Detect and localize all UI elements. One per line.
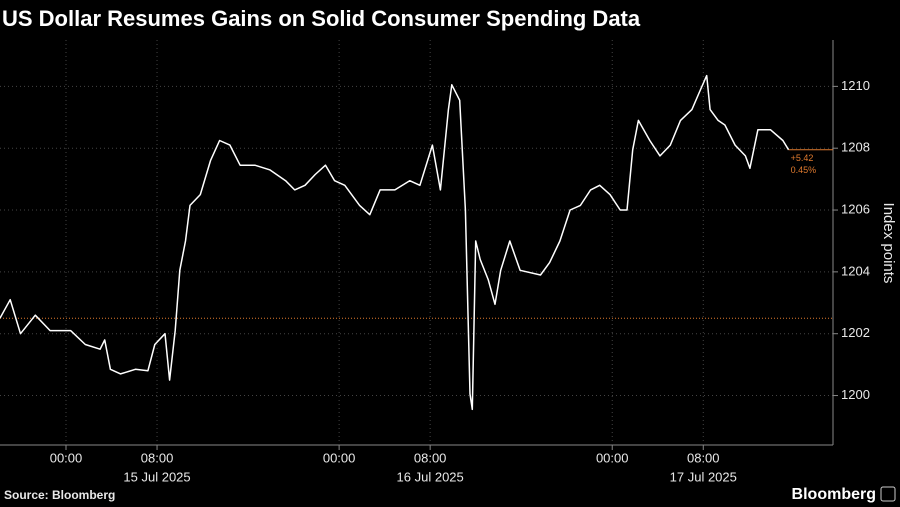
x-tick-label: 08:00 [141, 450, 174, 465]
x-tick-label: 08:00 [414, 450, 447, 465]
y-tick-label: 1206 [841, 201, 870, 216]
brand: Bloomberg [792, 486, 876, 503]
x-tick-label: 08:00 [687, 450, 720, 465]
y-tick-label: 1204 [841, 263, 870, 278]
y-tick-label: 1202 [841, 325, 870, 340]
source: Source: Bloomberg [4, 488, 115, 502]
last-change: +5.42 [791, 153, 814, 163]
y-tick-label: 1210 [841, 78, 870, 93]
y-axis-label: Index points [880, 203, 897, 284]
last-change-pct: 0.45% [791, 165, 817, 175]
chart-title: US Dollar Resumes Gains on Solid Consume… [2, 6, 641, 31]
x-tick-label: 00:00 [596, 450, 629, 465]
date-label: 15 Jul 2025 [123, 469, 190, 484]
x-tick-label: 00:00 [323, 450, 356, 465]
x-tick-label: 00:00 [50, 450, 83, 465]
line-series [0, 74, 790, 411]
brand-icon [880, 486, 896, 502]
y-tick-label: 1208 [841, 140, 870, 155]
y-tick-label: 1200 [841, 387, 870, 402]
date-label: 17 Jul 2025 [670, 469, 737, 484]
date-label: 16 Jul 2025 [397, 469, 464, 484]
